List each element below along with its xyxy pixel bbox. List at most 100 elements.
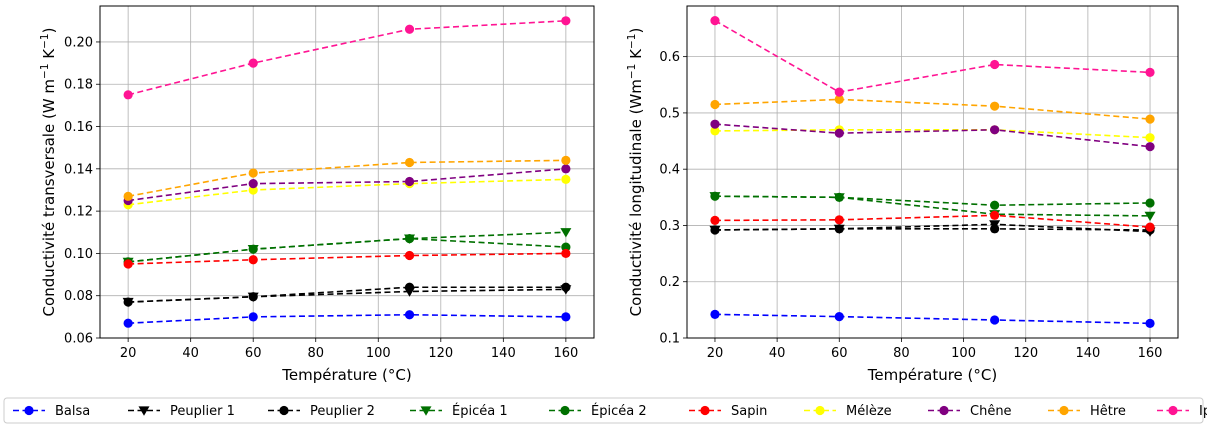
chart-1: 20 40 60 80 100 120 140 160 0.06 0.08 0.10 0.12 0.14… xyxy=(39,5,595,384)
x-tick-label: 160 xyxy=(553,346,578,361)
data-point xyxy=(561,242,571,252)
y-tick-label: 0.18 xyxy=(64,78,93,93)
series xyxy=(123,155,571,201)
data-point xyxy=(123,90,133,100)
series-line xyxy=(714,214,1151,228)
legend-label: Épicéa 2 xyxy=(591,403,647,419)
legend-marker xyxy=(1059,405,1069,416)
grid xyxy=(100,6,594,339)
series-line xyxy=(714,228,1151,231)
series xyxy=(710,309,1155,328)
legend-label: Peuplier 1 xyxy=(170,404,235,419)
legend-item: Hêtre xyxy=(1048,404,1126,419)
chart-2: 20 40 60 80 100 120 140 160 0.1 0.2 0.3 0.4 0.5 0.6 Te… xyxy=(626,5,1179,384)
data-point xyxy=(561,16,571,26)
data-point xyxy=(990,200,1000,210)
x-tick-label: 80 xyxy=(307,346,324,361)
series xyxy=(123,234,571,267)
data-point xyxy=(990,59,1000,70)
data-point xyxy=(561,174,571,185)
data-point xyxy=(990,224,1000,234)
series-line xyxy=(128,237,566,263)
series-line xyxy=(714,195,1151,207)
data-point xyxy=(834,128,844,138)
data-point xyxy=(990,125,1000,135)
y-tick-label: 0.06 xyxy=(64,332,93,347)
series-line xyxy=(128,313,566,324)
data-point xyxy=(710,309,720,319)
y-tick-label: 0.5 xyxy=(659,106,680,121)
legend-item: Ipé xyxy=(1157,404,1207,419)
data-point xyxy=(404,24,415,34)
y-axis-label: Conductivité longitudinale (Wm−1 K−1) xyxy=(626,28,645,317)
grid xyxy=(687,6,1178,339)
data-point xyxy=(990,315,1000,325)
y-tick-label: 0.2 xyxy=(659,275,680,290)
y-tick-label: 0.16 xyxy=(64,120,93,135)
legend-item: Chêne xyxy=(928,404,1012,419)
series xyxy=(710,191,1155,210)
x-tick-label: 140 xyxy=(1075,346,1100,361)
data-point xyxy=(710,191,720,201)
series xyxy=(123,16,571,100)
legend-label: Épicéa 1 xyxy=(452,403,508,419)
series-line xyxy=(127,159,566,198)
data-point xyxy=(248,244,258,254)
data-point xyxy=(1145,142,1155,152)
data-point xyxy=(248,312,258,322)
data-point xyxy=(834,192,844,202)
y-tick-label: 0.1 xyxy=(659,332,680,347)
x-axis-label: Température (°C) xyxy=(281,366,411,384)
legend-marker xyxy=(939,405,949,416)
data-point xyxy=(561,164,571,174)
series xyxy=(123,310,571,328)
x-axis-label: Température (°C) xyxy=(867,366,997,384)
data-point xyxy=(710,119,720,129)
y-tick-label: 0.12 xyxy=(64,205,93,220)
series-line xyxy=(128,252,566,265)
data-point xyxy=(834,87,844,97)
data-point xyxy=(123,259,133,269)
data-point xyxy=(710,99,720,110)
y-tick-label: 0.20 xyxy=(64,35,93,50)
y-tick-label: 0.4 xyxy=(659,163,680,178)
series xyxy=(710,94,1155,124)
x-tick-label: 40 xyxy=(182,346,199,361)
data-point xyxy=(248,292,258,302)
data-point xyxy=(834,312,844,322)
series xyxy=(710,119,1155,152)
legend-item: Balsa xyxy=(13,404,90,419)
x-tick-label: 140 xyxy=(491,346,516,361)
legend-marker xyxy=(420,406,432,416)
series-line xyxy=(714,123,1151,148)
y-tick-label: 0.10 xyxy=(64,247,93,262)
y-tick-label: 0.08 xyxy=(64,289,93,304)
series xyxy=(710,210,1155,232)
data-point xyxy=(404,234,415,244)
x-tick-label: 100 xyxy=(951,346,976,361)
data-point xyxy=(710,215,720,225)
data-point xyxy=(404,282,415,292)
series xyxy=(123,282,571,307)
data-point xyxy=(561,155,571,165)
data-point xyxy=(561,312,571,322)
legend-label: Balsa xyxy=(55,404,90,419)
legend-item: Mélèze xyxy=(804,404,892,419)
data-point xyxy=(990,101,1000,111)
x-tick-label: 120 xyxy=(1013,346,1038,361)
legend-label: Mélèze xyxy=(846,404,892,419)
x-tick-label: 60 xyxy=(245,346,262,361)
series-line xyxy=(714,313,1151,325)
plot-frame xyxy=(686,5,1179,339)
series-line xyxy=(714,128,1151,139)
series xyxy=(123,248,571,269)
legend-marker xyxy=(24,405,34,416)
series xyxy=(710,16,1155,97)
x-tick-label: 20 xyxy=(120,346,137,361)
data-point xyxy=(1145,318,1155,328)
data-point xyxy=(1145,133,1155,143)
data-point xyxy=(404,176,415,187)
legend-item: Sapin xyxy=(689,404,767,419)
data-point xyxy=(123,318,133,328)
data-point xyxy=(404,310,415,320)
